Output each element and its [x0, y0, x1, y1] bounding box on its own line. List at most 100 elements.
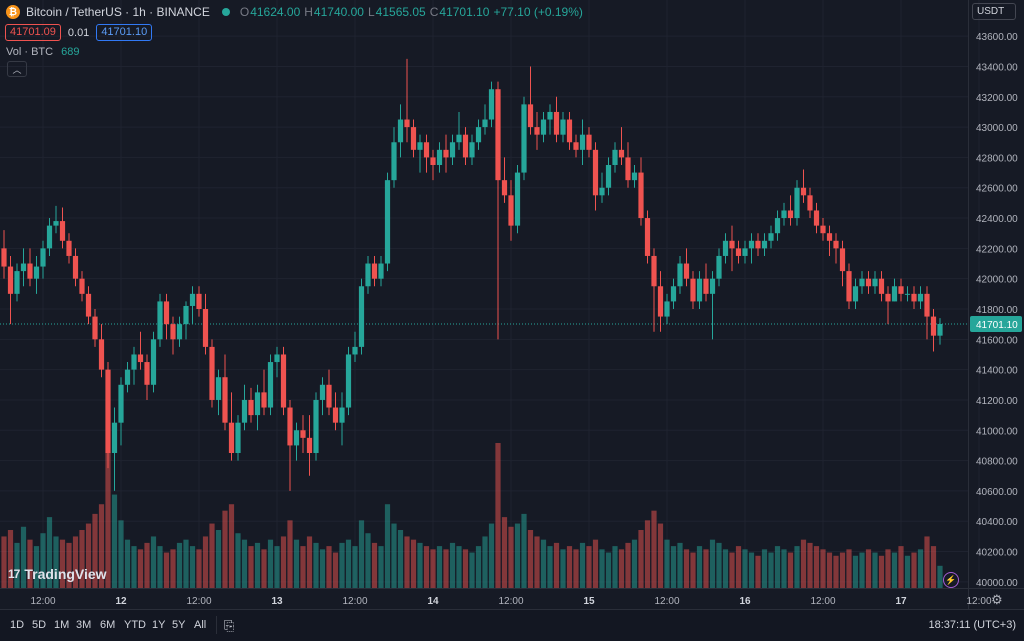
candle-body	[46, 225, 53, 249]
symbol-title[interactable]: Bitcoin / TetherUS · 1h · BINANCE	[26, 5, 210, 19]
candle-body	[482, 119, 488, 128]
volume-bar	[618, 549, 625, 588]
volume-bar	[53, 536, 59, 588]
volume-bar	[267, 539, 274, 588]
candle-body	[33, 266, 40, 279]
range-button-ytd[interactable]: YTD	[124, 619, 146, 631]
candle-body	[807, 195, 813, 211]
candle-body	[176, 324, 183, 340]
volume-bar	[781, 549, 787, 588]
candle-body	[774, 218, 781, 234]
lightning-icon[interactable]: ⚡	[943, 572, 959, 588]
range-button-6m[interactable]: 6M	[100, 619, 116, 631]
clock-timezone[interactable]: 18:37:11 (UTC+3)	[928, 619, 1016, 631]
x-tick-label: 12:00	[186, 596, 211, 607]
volume-bar	[592, 539, 599, 588]
range-button-3m[interactable]: 3M	[76, 619, 92, 631]
collapse-legend-button[interactable]: ︿	[7, 61, 27, 77]
volume-label[interactable]: Vol · BTC	[6, 46, 54, 58]
candle-body	[248, 399, 254, 416]
bitcoin-logo-icon[interactable]: ₿	[6, 5, 20, 19]
calendar-goto-icon[interactable]: ⎘	[224, 618, 235, 633]
volume-bar	[644, 520, 651, 588]
buy-button[interactable]: 41701.10	[96, 24, 153, 41]
candle-body	[599, 187, 605, 196]
volume-bar	[436, 546, 443, 588]
x-tick-label: 17	[895, 596, 907, 607]
volume-bar	[430, 549, 436, 588]
x-tick-label: 12	[115, 596, 127, 607]
candle-body	[794, 187, 800, 219]
sell-button[interactable]: 41701.09	[5, 24, 61, 41]
candle-body	[755, 240, 761, 249]
candle-body	[761, 240, 768, 249]
volume-bar	[898, 546, 904, 588]
candle-body	[345, 354, 352, 408]
volume-bar	[508, 526, 514, 588]
candle-body	[735, 248, 742, 256]
candle-body	[339, 407, 345, 423]
range-button-1m[interactable]: 1M	[54, 619, 70, 631]
candle-body	[813, 210, 820, 226]
close-label: C	[429, 5, 439, 19]
volume-bar	[521, 513, 527, 588]
high-label: H	[304, 5, 313, 19]
candle-body	[7, 266, 14, 294]
volume-bar	[397, 530, 404, 588]
candle-body	[241, 399, 248, 423]
y-tick-label: 42800.00	[976, 153, 1018, 164]
volume-bar	[456, 546, 462, 588]
x-tick-label: 12:00	[810, 596, 835, 607]
candle-body	[833, 240, 839, 249]
candle-body	[885, 293, 891, 302]
volume-bar	[878, 555, 885, 588]
candle-body	[618, 149, 625, 158]
high-value: 41740.00	[313, 5, 364, 19]
volume-bar	[79, 530, 85, 588]
candle-body	[443, 149, 449, 158]
volume-bar	[118, 520, 124, 588]
volume-bar	[215, 530, 222, 588]
volume-bar	[930, 546, 937, 588]
range-button-1d[interactable]: 1D	[10, 619, 25, 631]
candle-body	[722, 240, 729, 256]
volume-bar	[768, 552, 774, 588]
volume-bar	[209, 523, 215, 588]
volume-bar	[833, 555, 839, 588]
candle-body	[306, 437, 313, 453]
volume-bar	[527, 530, 534, 588]
volume-bar	[904, 555, 911, 588]
volume-bar	[241, 539, 248, 588]
last-price-tag	[970, 315, 1022, 332]
y-tick-label: 41800.00	[976, 305, 1018, 316]
candle-body	[664, 301, 670, 317]
volume-bar	[826, 552, 833, 588]
range-button-all[interactable]: All	[194, 619, 207, 631]
candle-body	[527, 104, 534, 128]
range-button-5d[interactable]: 5D	[32, 619, 47, 631]
volume-bar	[839, 552, 846, 588]
volume-bar	[501, 517, 508, 588]
y-tick-label: 42000.00	[976, 275, 1018, 286]
volume-bar	[27, 539, 33, 588]
candle-body	[748, 240, 755, 249]
candle-body	[430, 157, 436, 165]
volume-bar	[254, 542, 261, 588]
volume-bar	[937, 565, 943, 588]
range-button-1y[interactable]: 1Y	[152, 619, 166, 631]
currency-button[interactable]: USDT	[972, 3, 1016, 20]
volume-bar	[423, 546, 430, 588]
candle-body	[891, 286, 898, 302]
gear-icon[interactable]: ⚙	[991, 592, 1003, 607]
volume-bar	[475, 546, 482, 588]
volume-bar	[573, 549, 579, 588]
range-button-5y[interactable]: 5Y	[172, 619, 186, 631]
y-tick-label: 42400.00	[976, 214, 1018, 225]
candle-body	[228, 422, 235, 453]
volume-bar	[540, 539, 547, 588]
tradingview-watermark[interactable]: 17 TradingView	[8, 566, 107, 582]
y-tick-label: 40800.00	[976, 457, 1018, 468]
candle-body	[202, 309, 209, 347]
candle-body	[488, 89, 495, 120]
